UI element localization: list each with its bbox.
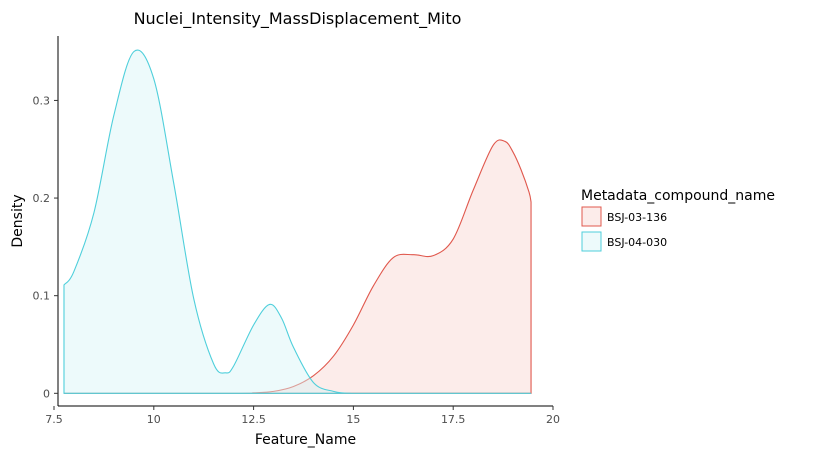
x-tick-label: 10 (147, 413, 161, 426)
legend-key-bsj-04-030 (581, 231, 602, 252)
x-axis-title: Feature_Name (255, 432, 356, 448)
density-series-bsj-04-030 (63, 49, 532, 394)
y-tick-label: 0.2 (33, 192, 51, 205)
y-tick-label: 0.3 (33, 94, 51, 107)
y-axis-title: Density (10, 194, 26, 247)
plot-area (63, 49, 532, 394)
y-tick-label: 0.1 (33, 290, 51, 303)
legend: Metadata_compound_name BSJ-03-136 BSJ-04-… (581, 188, 775, 252)
legend-label: BSJ-04-030 (607, 236, 667, 249)
x-tick-label: 17.5 (441, 413, 466, 426)
x-tick-label: 15 (346, 413, 360, 426)
chart-title: Nuclei_Intensity_MassDisplacement_Mito (134, 9, 462, 29)
legend-title: Metadata_compound_name (581, 188, 775, 204)
legend-label: BSJ-03-136 (607, 211, 667, 224)
x-tick-label: 7.5 (45, 413, 63, 426)
x-tick-label: 12.5 (241, 413, 266, 426)
x-tick-label: 20 (546, 413, 560, 426)
y-tick-label: 0 (43, 387, 50, 400)
axes: 7.5 10 12.5 15 17.5 20 0 0.1 0.2 0.3 (33, 36, 560, 426)
density-series-bsj-03-136 (63, 139, 532, 394)
legend-key-bsj-03-136 (581, 206, 602, 227)
